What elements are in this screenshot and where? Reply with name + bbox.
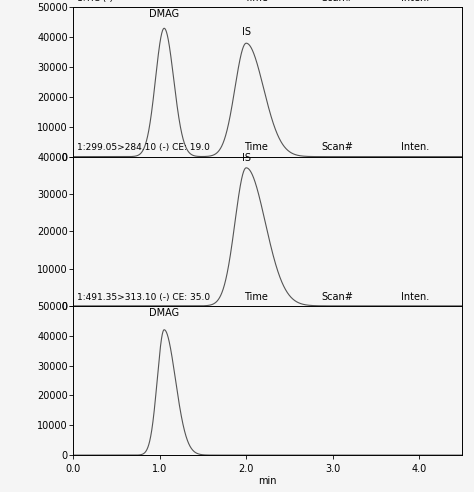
Text: Scan#: Scan# — [322, 0, 354, 3]
Text: 1:491.35>313.10 (-) CE: 35.0: 1:491.35>313.10 (-) CE: 35.0 — [77, 293, 210, 302]
X-axis label: min: min — [258, 475, 277, 486]
Text: Time: Time — [244, 143, 268, 153]
Text: Scan#: Scan# — [322, 292, 354, 302]
Text: 1:299.05>284.10 (-) CE: 19.0: 1:299.05>284.10 (-) CE: 19.0 — [77, 144, 210, 153]
Text: IS: IS — [242, 153, 251, 162]
Text: DMAG: DMAG — [149, 308, 179, 318]
Text: DMAG: DMAG — [149, 9, 179, 19]
Text: Inten.: Inten. — [401, 292, 429, 302]
Text: Time: Time — [244, 292, 268, 302]
Text: Time: Time — [244, 0, 268, 3]
Text: Inten.: Inten. — [401, 143, 429, 153]
Text: 1:TIC (-): 1:TIC (-) — [77, 0, 113, 3]
Text: IS: IS — [242, 27, 251, 37]
Text: Inten.: Inten. — [401, 0, 429, 3]
Text: Scan#: Scan# — [322, 143, 354, 153]
